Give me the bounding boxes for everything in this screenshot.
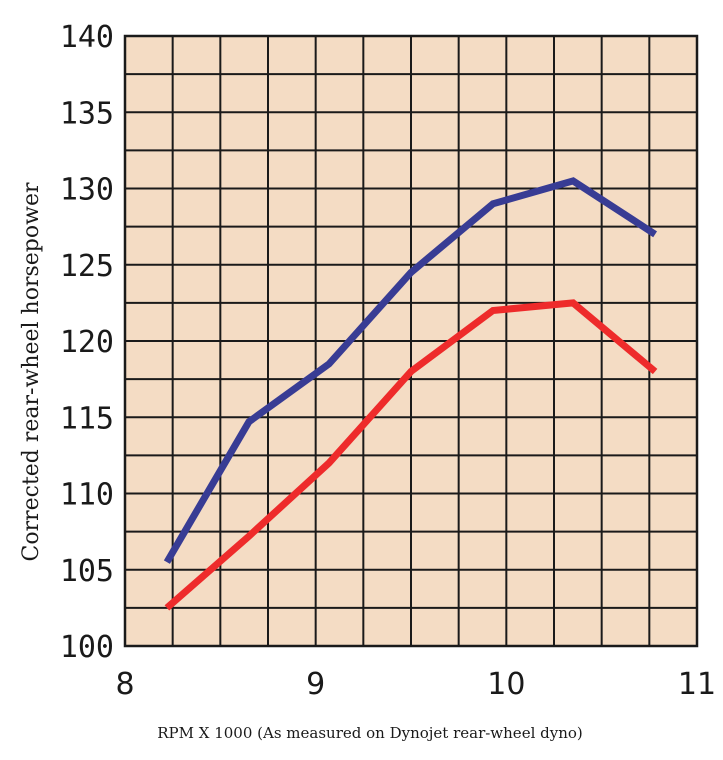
x-tick-label: 8 <box>115 667 134 702</box>
plot-frame <box>123 34 699 648</box>
series-layer <box>163 177 658 611</box>
y-tick-label: 105 <box>60 554 114 589</box>
x-axis-label: RPM X 1000 (As measured on Dynojet rear-… <box>157 724 583 742</box>
grid-lines <box>125 36 697 646</box>
x-axis-ticks: 8 9 10 11 <box>115 667 716 702</box>
x-tick-label: 10 <box>487 667 525 702</box>
y-tick-label: 110 <box>60 478 114 513</box>
x-tick-label: 9 <box>306 667 325 702</box>
y-tick-label: 130 <box>60 173 114 208</box>
y-axis-ticks: 100 105 110 115 120 125 130 135 140 <box>60 20 114 665</box>
y-tick-label: 140 <box>60 20 114 55</box>
y-tick-label: 100 <box>60 630 114 665</box>
series-line-blue <box>163 177 658 564</box>
y-axis-label: Corrected rear-wheel horsepower <box>19 182 44 561</box>
y-tick-label: 125 <box>60 249 114 284</box>
y-tick-label: 135 <box>60 96 114 131</box>
y-tick-label: 120 <box>60 325 114 360</box>
y-tick-label: 115 <box>60 401 114 436</box>
series-line-red <box>164 299 658 611</box>
x-tick-label: 11 <box>678 667 716 702</box>
